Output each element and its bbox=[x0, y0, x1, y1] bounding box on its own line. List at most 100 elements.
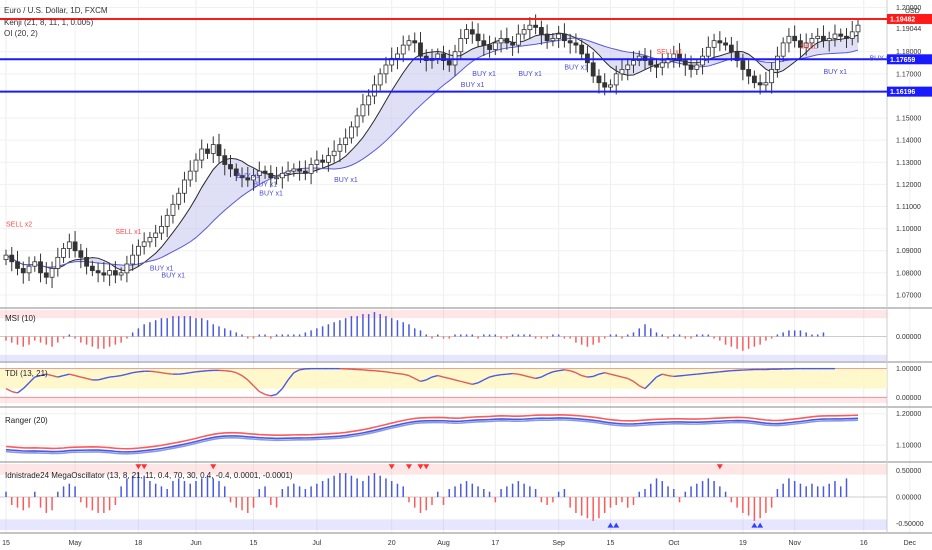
mega-oscillator-pane[interactable] bbox=[0, 464, 887, 530]
candle-body[interactable] bbox=[786, 35, 792, 44]
candle-body[interactable] bbox=[515, 33, 521, 46]
tdi-pane[interactable] bbox=[0, 367, 887, 404]
candle-body[interactable] bbox=[32, 261, 38, 267]
candle-body[interactable] bbox=[26, 265, 32, 274]
candle-body[interactable] bbox=[723, 42, 728, 46]
candle-body[interactable] bbox=[406, 40, 412, 46]
candle-body[interactable] bbox=[844, 35, 849, 39]
candle-body[interactable] bbox=[763, 82, 769, 86]
candle-body[interactable] bbox=[20, 268, 26, 274]
candle-body[interactable] bbox=[838, 33, 844, 37]
candle-body[interactable] bbox=[366, 95, 372, 106]
candle-body[interactable] bbox=[492, 42, 498, 50]
candle-body[interactable] bbox=[855, 24, 861, 33]
candle-body[interactable] bbox=[458, 38, 464, 53]
candle-body[interactable] bbox=[297, 168, 302, 172]
candle-body[interactable] bbox=[418, 42, 423, 57]
candle-body[interactable] bbox=[579, 44, 585, 55]
candle-body[interactable] bbox=[66, 241, 72, 249]
candle-body[interactable] bbox=[487, 44, 492, 50]
candle-body[interactable] bbox=[291, 168, 297, 172]
candle-body[interactable] bbox=[141, 241, 147, 247]
candle-body[interactable] bbox=[377, 73, 383, 86]
candle-body[interactable] bbox=[815, 35, 821, 39]
candle-body[interactable] bbox=[101, 272, 107, 276]
candle-body[interactable] bbox=[498, 38, 504, 44]
candle-body[interactable] bbox=[274, 177, 279, 180]
candle-body[interactable] bbox=[308, 164, 314, 174]
candle-body[interactable] bbox=[711, 40, 717, 48]
candle-body[interactable] bbox=[216, 144, 222, 157]
candle-body[interactable] bbox=[654, 64, 659, 68]
candle-body[interactable] bbox=[38, 261, 43, 274]
candle-body[interactable] bbox=[78, 250, 84, 258]
candle-body[interactable] bbox=[360, 104, 366, 117]
candle-body[interactable] bbox=[798, 40, 803, 48]
candle-body[interactable] bbox=[159, 226, 164, 234]
candle-body[interactable] bbox=[538, 27, 544, 35]
candle-body[interactable] bbox=[677, 53, 682, 61]
candle-body[interactable] bbox=[700, 55, 705, 66]
candle-body[interactable] bbox=[228, 164, 233, 170]
candle-body[interactable] bbox=[279, 172, 285, 179]
candle-body[interactable] bbox=[544, 33, 550, 42]
candle-body[interactable] bbox=[694, 64, 700, 70]
candle-body[interactable] bbox=[239, 175, 245, 179]
candle-body[interactable] bbox=[15, 261, 20, 269]
candle-body[interactable] bbox=[464, 29, 469, 39]
candle-body[interactable] bbox=[849, 31, 855, 39]
candle-body[interactable] bbox=[659, 62, 665, 68]
candle-body[interactable] bbox=[268, 172, 274, 179]
candle-body[interactable] bbox=[510, 42, 515, 46]
candle-body[interactable] bbox=[314, 159, 320, 165]
candle-body[interactable] bbox=[262, 170, 268, 174]
candle-body[interactable] bbox=[602, 82, 608, 88]
candle-body[interactable] bbox=[613, 73, 619, 86]
candle-body[interactable] bbox=[325, 155, 331, 163]
candle-body[interactable] bbox=[412, 40, 418, 44]
ranger-pane[interactable] bbox=[0, 413, 887, 455]
candle-body[interactable] bbox=[256, 170, 262, 176]
candle-body[interactable] bbox=[153, 232, 159, 238]
candle-body[interactable] bbox=[809, 38, 815, 44]
candle-body[interactable] bbox=[757, 82, 763, 86]
candle-body[interactable] bbox=[590, 62, 596, 77]
price-axis[interactable]: 1.20000 1.18000 1.17000 1.15000 1.14000 1.130… bbox=[887, 5, 932, 528]
candle-body[interactable] bbox=[746, 69, 752, 77]
candle-body[interactable] bbox=[72, 241, 78, 252]
msi-pane[interactable] bbox=[0, 310, 887, 361]
candle-body[interactable] bbox=[567, 40, 573, 44]
candle-body[interactable] bbox=[527, 24, 533, 31]
candle-body[interactable] bbox=[608, 84, 613, 88]
candle-body[interactable] bbox=[734, 51, 740, 61]
candle-body[interactable] bbox=[3, 254, 9, 260]
candle-body[interactable] bbox=[740, 60, 746, 70]
candle-body[interactable] bbox=[596, 75, 602, 84]
candle-body[interactable] bbox=[61, 248, 66, 258]
candle-body[interactable] bbox=[9, 254, 15, 263]
candle-body[interactable] bbox=[176, 192, 182, 205]
candle-body[interactable] bbox=[717, 40, 723, 44]
candle-body[interactable] bbox=[826, 38, 832, 42]
candle-body[interactable] bbox=[372, 84, 377, 97]
candle-body[interactable] bbox=[193, 159, 199, 172]
candle-body[interactable] bbox=[251, 175, 256, 181]
candle-body[interactable] bbox=[170, 203, 176, 216]
candle-body[interactable] bbox=[780, 42, 786, 57]
candle-body[interactable] bbox=[631, 60, 636, 66]
candle-body[interactable] bbox=[107, 270, 113, 276]
candle-body[interactable] bbox=[625, 64, 631, 70]
candle-body[interactable] bbox=[245, 177, 251, 181]
candle-body[interactable] bbox=[775, 55, 780, 70]
candle-body[interactable] bbox=[533, 24, 539, 28]
candle-body[interactable] bbox=[337, 144, 343, 152]
candle-body[interactable] bbox=[682, 60, 688, 66]
candle-body[interactable] bbox=[705, 46, 711, 57]
time-axis[interactable]: 15 May 18 Jun 15 Jul 20 Aug 17 Sep 15 Oct 19 Nov 16 Dec bbox=[2, 540, 916, 547]
candle-body[interactable] bbox=[792, 35, 798, 42]
candle-body[interactable] bbox=[187, 170, 193, 181]
candle-body[interactable] bbox=[55, 256, 61, 269]
candle-body[interactable] bbox=[550, 38, 556, 42]
candle-body[interactable] bbox=[199, 148, 205, 161]
